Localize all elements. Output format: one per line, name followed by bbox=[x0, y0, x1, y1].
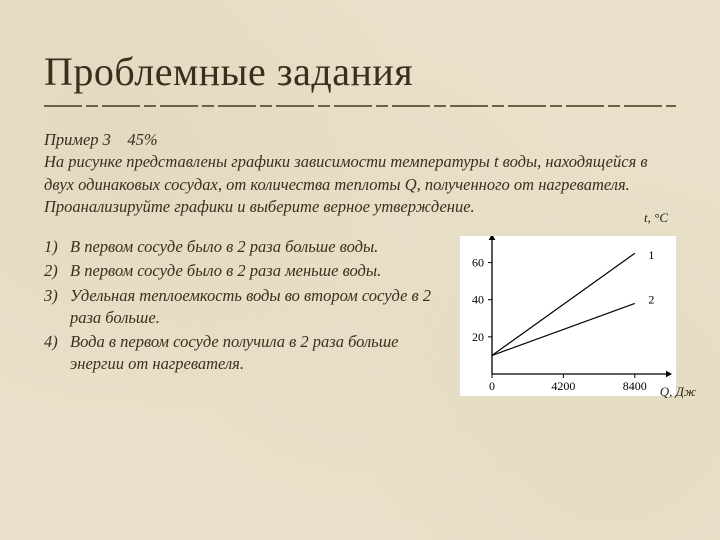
option-text: В первом сосуде было в 2 раза меньше вод… bbox=[70, 260, 442, 282]
svg-text:20: 20 bbox=[472, 330, 484, 344]
option-text: Удельная теплоемкость воды во втором сос… bbox=[70, 285, 442, 330]
svg-text:8400: 8400 bbox=[623, 379, 647, 393]
chart-y-label: t, °C bbox=[644, 210, 668, 226]
title-separator bbox=[44, 105, 676, 107]
option-2: 2) В первом сосуде было в 2 раза меньше … bbox=[44, 260, 442, 282]
intro-block: Пример 3 45% На рисунке представлены гра… bbox=[44, 129, 676, 218]
chart-container: t, °C 20406004200840012 Q, Дж bbox=[460, 236, 676, 396]
option-num: 1) bbox=[44, 236, 70, 258]
chart-x-label: Q, Дж bbox=[660, 384, 696, 400]
svg-text:4200: 4200 bbox=[551, 379, 575, 393]
example-pct: 45% bbox=[127, 130, 157, 149]
option-text: В первом сосуде было в 2 раза больше вод… bbox=[70, 236, 442, 258]
option-3: 3) Удельная теплоемкость воды во втором … bbox=[44, 285, 442, 330]
line-chart: 20 40 60 0 4200 8400 1 2 bbox=[460, 236, 676, 396]
svg-text:0: 0 bbox=[489, 379, 495, 393]
svg-text:2: 2 bbox=[648, 293, 654, 307]
problem-text: На рисунке представлены графики зависимо… bbox=[44, 152, 648, 216]
options-list: 1) В первом сосуде было в 2 раза больше … bbox=[44, 236, 442, 378]
svg-text:60: 60 bbox=[472, 256, 484, 270]
option-1: 1) В первом сосуде было в 2 раза больше … bbox=[44, 236, 442, 258]
content-row: 1) В первом сосуде было в 2 раза больше … bbox=[44, 236, 676, 396]
option-num: 2) bbox=[44, 260, 70, 282]
option-text: Вода в первом сосуде получила в 2 раза б… bbox=[70, 331, 442, 376]
option-num: 3) bbox=[44, 285, 70, 330]
page-title: Проблемные задания bbox=[44, 48, 676, 95]
svg-text:1: 1 bbox=[648, 248, 654, 262]
option-num: 4) bbox=[44, 331, 70, 376]
example-label: Пример 3 bbox=[44, 130, 111, 149]
svg-text:40: 40 bbox=[472, 293, 484, 307]
option-4: 4) Вода в первом сосуде получила в 2 раз… bbox=[44, 331, 442, 376]
